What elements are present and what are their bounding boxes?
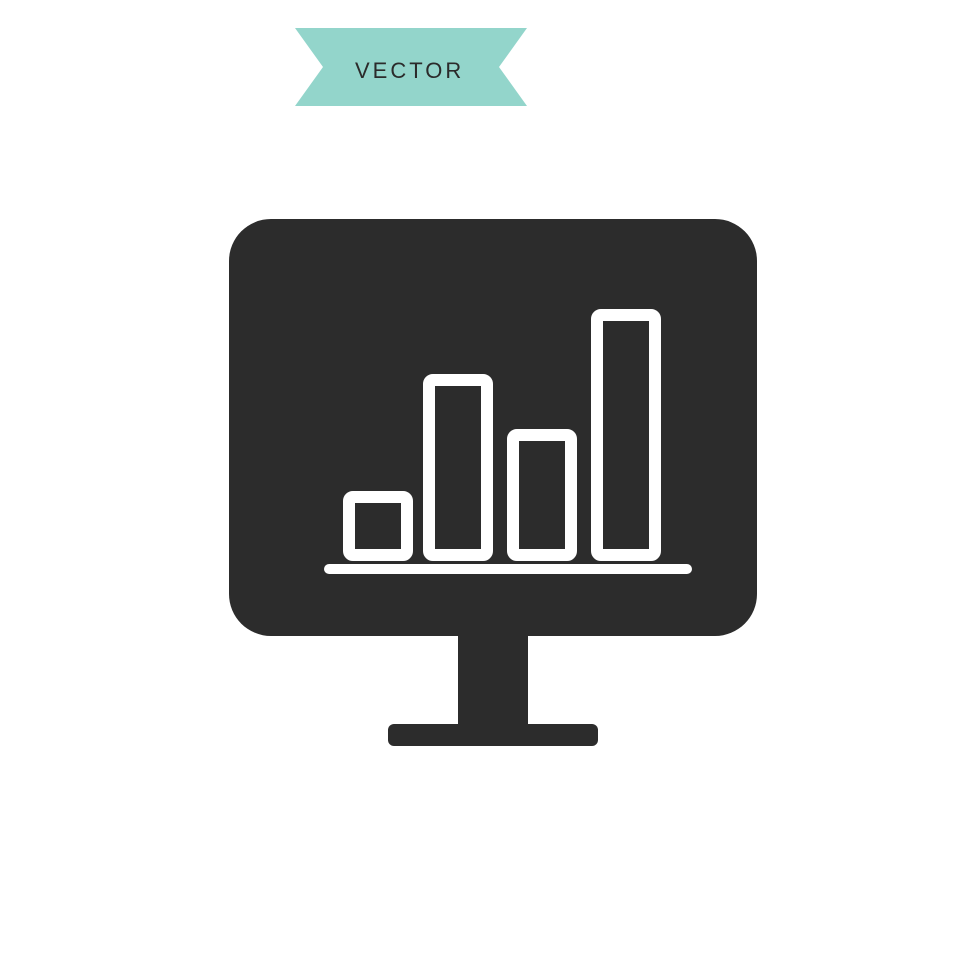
ribbon-label: VECTOR [355, 58, 464, 84]
icon-preview-canvas: VECTOR [0, 0, 980, 980]
monitor-bar-chart-icon [229, 219, 757, 748]
